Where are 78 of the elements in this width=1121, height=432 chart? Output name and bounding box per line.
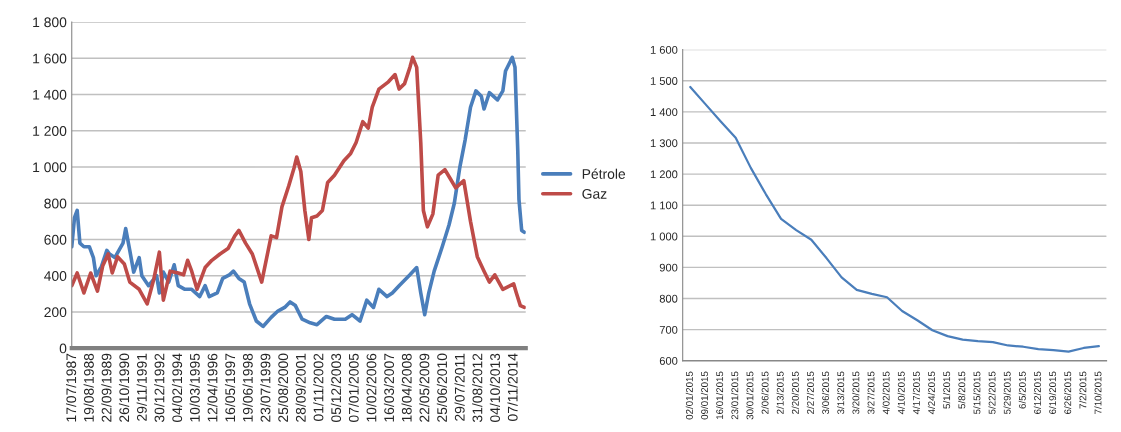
x-tick-label: 2/13/2015: [776, 371, 784, 414]
y-tick-label: 400: [44, 271, 67, 281]
x-tick-label: 5/1/2015: [942, 371, 951, 409]
x-tick-label: 4/02/2015: [882, 371, 890, 415]
line-series: [689, 85, 1100, 353]
y-tick-label: 1 600: [33, 53, 67, 64]
x-tick-label: 7/10/2015: [1094, 371, 1102, 414]
x-tick-label: 5/29/2015: [1003, 371, 1011, 414]
x-tick-label: 05/12/2003: [330, 353, 342, 423]
x-tick-label: 16/05/1997: [224, 353, 236, 422]
x-tick-label: 12/04/1996: [207, 353, 218, 422]
x-tick-label: 3/27/2015: [867, 371, 875, 415]
x-tick-label: 23/07/1999: [260, 353, 271, 422]
x-tick-label: 2/06/2015: [761, 371, 769, 414]
x-tick-label: 28/09/2001: [295, 353, 306, 422]
y-tick-label: 1 000: [650, 232, 678, 241]
y-tick-label: 1 200: [650, 170, 678, 179]
x-tick-label: 07/11/2014: [507, 353, 518, 421]
y-tick-label: 200: [44, 307, 67, 318]
x-tick-label: 22/09/1989: [101, 353, 112, 422]
legend-label: Gaz: [582, 188, 607, 199]
y-tick-label: 800: [659, 294, 678, 303]
x-tick-label: 29/07/2011: [454, 353, 465, 421]
x-tick-label: 3/13/2015: [837, 371, 845, 415]
x-tick-label: 04/02/1994: [171, 353, 183, 423]
y-tick-label: 0: [59, 343, 67, 354]
x-tick-label: 01/11/2002: [313, 353, 324, 421]
y-tick-label: 1 600: [650, 45, 678, 54]
x-tick-label: 09/01/2015: [700, 371, 708, 420]
x-tick-label: 17/07/1987: [65, 353, 77, 422]
y-tick-label: 900: [659, 263, 678, 272]
x-tick-label: 5/15/2015: [973, 371, 981, 414]
x-tick-label: 30/01/2015: [746, 371, 754, 420]
legend-label: Pétrole: [582, 168, 626, 179]
y-tick-label: 600: [659, 356, 678, 365]
y-tick-label: 1 200: [33, 126, 67, 136]
x-tick-label: 7/2/2015: [1079, 371, 1087, 409]
x-tick-label: 23/01/2015: [731, 371, 739, 420]
x-tick-label: 04/10/2013: [489, 353, 500, 423]
x-tick-label: 3/06/2015: [821, 371, 830, 415]
x-tick-label: 2/20/2015: [791, 371, 799, 414]
x-tick-label: 07/01/2005: [348, 353, 359, 423]
x-tick-label: 3/20/2015: [852, 371, 860, 415]
x-tick-label: 4/10/2015: [897, 371, 905, 415]
x-tick-label: 26/10/1990: [118, 353, 130, 422]
y-tick-label: 1 000: [33, 162, 67, 173]
x-tick-label: 16/03/2007: [383, 353, 395, 422]
x-tick-label: 16/01/2015: [715, 371, 724, 420]
y-tick-label: 1 400: [33, 89, 67, 100]
y-tick-label: 600: [44, 234, 67, 245]
x-tick-label: 10/02/2006: [366, 353, 377, 422]
y-tick-label: 1 100: [650, 201, 678, 210]
x-tick-label: 30/12/1992: [154, 353, 165, 423]
x-tick-label: 4/24/2015: [927, 371, 935, 415]
x-tick-label: 18/04/2008: [401, 353, 412, 422]
x-tick-label: 29/11/1991: [136, 353, 147, 421]
x-tick-label: 31/08/2012: [472, 353, 483, 423]
x-tick-label: 6/26/2015: [1064, 371, 1072, 414]
y-tick-label: 700: [659, 325, 678, 334]
x-tick-label: 25/06/2010: [436, 353, 448, 422]
x-tick-label: 4/17/2015: [912, 371, 920, 415]
x-tick-label: 6/19/2015: [1048, 371, 1057, 414]
x-tick-label: 19/08/1988: [83, 353, 94, 422]
x-tick-label: 22/05/2009: [419, 353, 430, 422]
y-tick-label: 1 800: [33, 17, 67, 28]
x-tick-label: 6/12/2015: [1033, 371, 1041, 414]
x-tick-label: 19/06/1998: [242, 353, 253, 422]
y-tick-label: 1 500: [650, 77, 678, 85]
x-tick-label: 2/27/2015: [806, 371, 814, 414]
y-tick-label: 1 300: [650, 139, 678, 148]
y-tick-label: 800: [44, 198, 67, 209]
x-tick-label: 5/22/2015: [988, 371, 996, 414]
x-tick-label: 5/8/2015: [958, 371, 966, 409]
x-tick-label: 25/08/2000: [277, 353, 289, 422]
y-tick-label: 1 400: [650, 108, 678, 117]
x-tick-label: 10/03/1995: [189, 353, 200, 422]
x-tick-label: 02/01/2015: [685, 371, 693, 420]
x-tick-label: 6/5/2015: [1018, 371, 1026, 409]
